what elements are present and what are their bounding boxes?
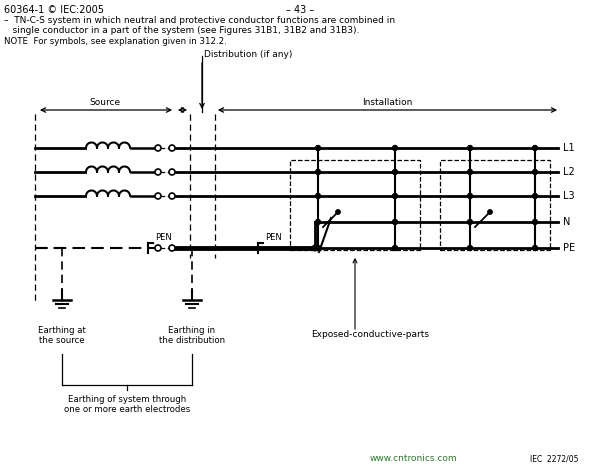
Circle shape <box>533 170 538 174</box>
Text: L1: L1 <box>563 143 575 153</box>
Text: – 43 –: – 43 – <box>286 5 314 15</box>
Circle shape <box>316 219 320 225</box>
Text: Source: Source <box>89 98 121 107</box>
Circle shape <box>155 145 161 151</box>
Circle shape <box>392 245 398 251</box>
Circle shape <box>533 194 538 198</box>
Circle shape <box>467 194 473 198</box>
Circle shape <box>316 194 320 198</box>
Circle shape <box>533 245 538 251</box>
Text: PEN: PEN <box>265 233 282 242</box>
Circle shape <box>392 146 398 150</box>
Bar <box>440 160 550 250</box>
Circle shape <box>467 245 473 251</box>
Text: Distribution (if any): Distribution (if any) <box>204 50 292 59</box>
Circle shape <box>169 245 175 251</box>
Text: Exposed-conductive-parts: Exposed-conductive-parts <box>311 330 429 339</box>
Circle shape <box>336 210 340 214</box>
Circle shape <box>392 170 398 174</box>
Circle shape <box>316 146 320 150</box>
Text: NOTE  For symbols, see explanation given in 312.2.: NOTE For symbols, see explanation given … <box>4 37 227 46</box>
Circle shape <box>312 245 318 251</box>
Text: single conductor in a part of the system (see Figures 31B1, 31B2 and 31B3).: single conductor in a part of the system… <box>4 26 359 35</box>
Text: Installation: Installation <box>362 98 413 107</box>
Circle shape <box>467 146 473 150</box>
Text: L2: L2 <box>563 167 575 177</box>
Circle shape <box>467 219 473 225</box>
Circle shape <box>316 170 320 174</box>
Circle shape <box>155 193 161 199</box>
Text: –  TN-C-S system in which neutral and protective conductor functions are combine: – TN-C-S system in which neutral and pro… <box>4 16 395 25</box>
Circle shape <box>169 193 175 199</box>
Bar <box>290 160 420 250</box>
Circle shape <box>316 245 320 251</box>
Text: Earthing in
the distribution: Earthing in the distribution <box>159 326 225 345</box>
Text: PE: PE <box>563 243 575 253</box>
Text: IEC  2272/05: IEC 2272/05 <box>530 454 578 463</box>
Circle shape <box>392 194 398 198</box>
Circle shape <box>169 145 175 151</box>
Text: L3: L3 <box>563 191 575 201</box>
Circle shape <box>533 146 538 150</box>
Circle shape <box>155 169 161 175</box>
Text: 60364-1 © IEC:2005: 60364-1 © IEC:2005 <box>4 5 104 15</box>
Circle shape <box>155 245 161 251</box>
Circle shape <box>467 170 473 174</box>
Circle shape <box>392 219 398 225</box>
Circle shape <box>169 169 175 175</box>
Text: Earthing at
the source: Earthing at the source <box>38 326 86 345</box>
Circle shape <box>533 219 538 225</box>
Text: www.cntronics.com: www.cntronics.com <box>370 454 458 463</box>
Circle shape <box>488 210 492 214</box>
Text: N: N <box>563 217 571 227</box>
Text: PEN: PEN <box>155 233 172 242</box>
Text: Earthing of system through
one or more earth electrodes: Earthing of system through one or more e… <box>64 395 190 415</box>
